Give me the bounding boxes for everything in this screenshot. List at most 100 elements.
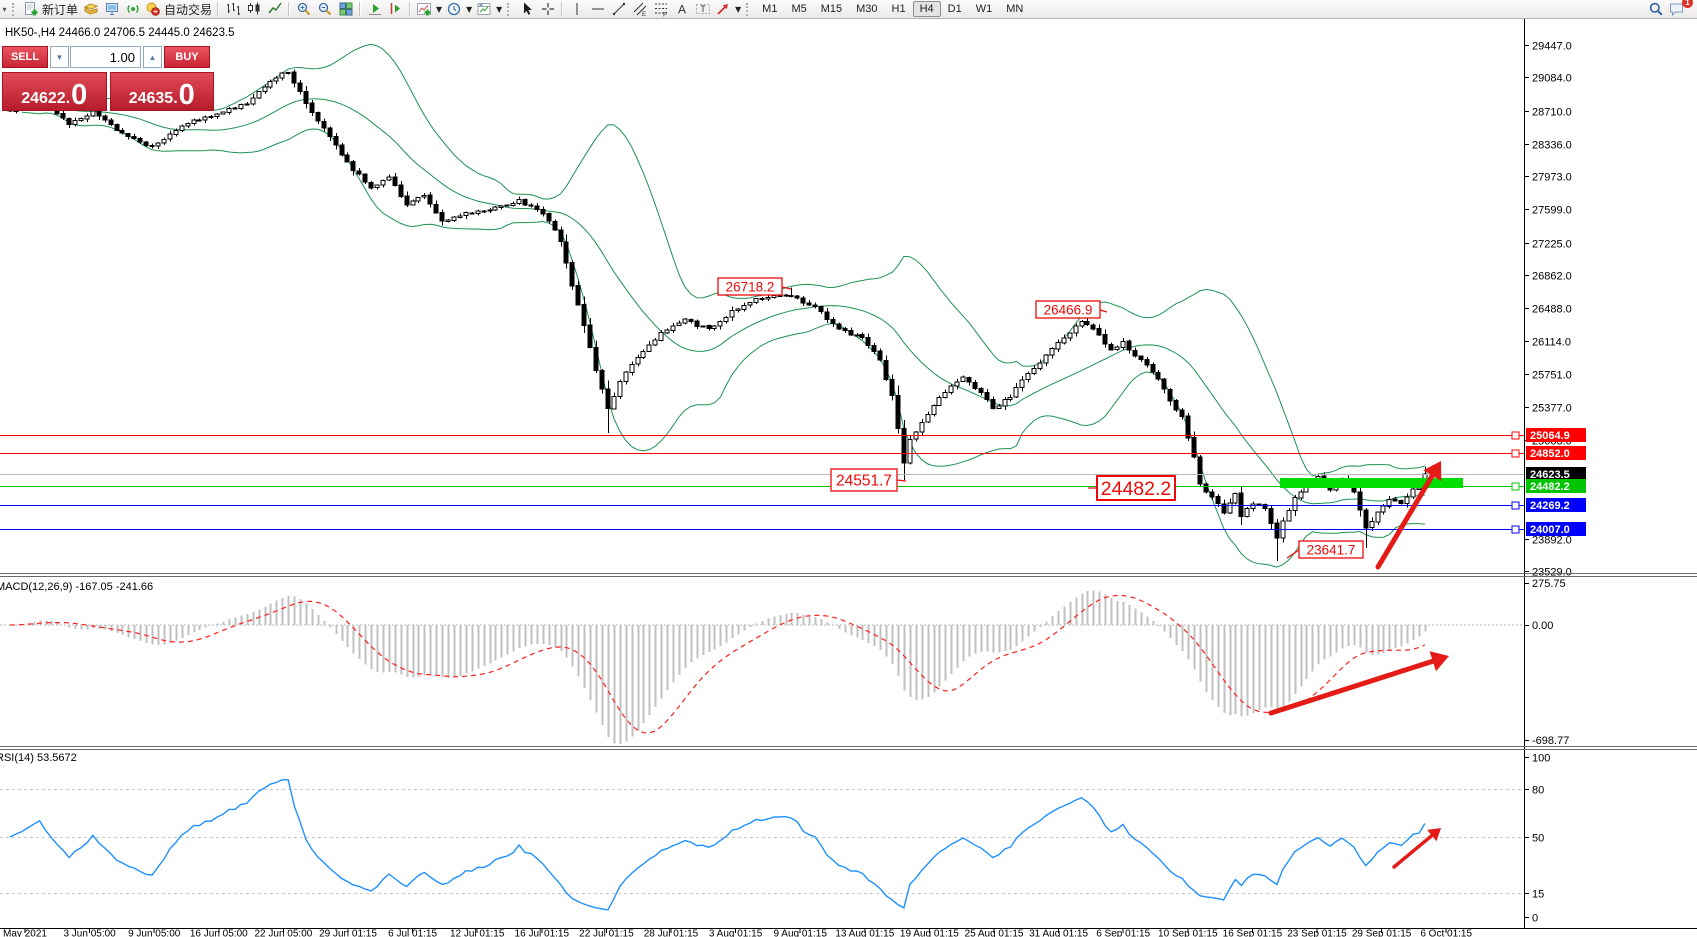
svg-text:F: F (663, 12, 667, 18)
bar-chart-button[interactable] (222, 0, 243, 18)
new-order-button[interactable]: 新订单 (21, 0, 80, 18)
tf-m5-button[interactable]: M5 (784, 1, 813, 17)
auto-scroll-button[interactable] (364, 0, 385, 18)
vertical-line-tool-button[interactable] (566, 0, 587, 18)
separator (288, 2, 291, 16)
zoom-in-icon (297, 2, 310, 16)
fibonacci-tool-button[interactable]: F (650, 0, 671, 18)
date-label: 6 Sep 01:15 (1096, 929, 1150, 937)
rsi-tick-label: 0 (1532, 913, 1538, 925)
notification-badge: 1 (1682, 0, 1693, 8)
macd-tick-label: 0.00 (1532, 620, 1553, 632)
rsi-tick-label: 15 (1532, 889, 1544, 901)
price-callout[interactable] (1035, 300, 1101, 319)
price-label-box (1526, 522, 1586, 536)
one-click-trading-panel: SELL ▼ ▲ BUY 24622.0 24635.0 (2, 46, 214, 111)
market-box-icon (83, 3, 98, 15)
templates-button[interactable]: ▾ (474, 0, 504, 18)
candlestick-chart-button[interactable] (243, 0, 264, 18)
line-anchor[interactable] (1511, 525, 1520, 534)
chevron-down-icon: ▾ (496, 2, 503, 16)
toolbar-drag-handle[interactable] (507, 2, 512, 16)
price-tick-label: 27599.0 (1532, 205, 1572, 217)
line-anchor[interactable] (1511, 501, 1520, 510)
line-anchor[interactable] (1511, 449, 1520, 458)
trendline-icon (612, 2, 625, 16)
tf-h4-button[interactable]: H4 (912, 1, 941, 17)
tf-h1-button[interactable]: H1 (885, 1, 913, 17)
zoom-in-button[interactable] (293, 0, 314, 18)
price-callout-text: 24551.7 (836, 473, 892, 490)
sell-price-display[interactable]: 24622. 0 (2, 72, 107, 111)
price-callout[interactable] (717, 277, 783, 296)
line-chart-button[interactable] (264, 0, 285, 18)
new-order-label: 新订单 (42, 2, 79, 17)
trend-arrow[interactable] (1392, 832, 1436, 869)
toolbar-drag-handle[interactable] (12, 2, 17, 16)
buy-button[interactable]: BUY (164, 46, 210, 68)
trend-arrow[interactable] (1268, 658, 1438, 716)
date-label: 23 Sep 01:15 (1287, 929, 1347, 937)
toolbar-drag-handle[interactable] (746, 2, 751, 16)
price-callout[interactable] (1096, 475, 1176, 501)
cursor-tool-button[interactable] (516, 0, 537, 18)
volume-increase-button[interactable]: ▲ (143, 46, 162, 68)
indicators-button[interactable]: ▾ (414, 0, 444, 18)
line-anchor[interactable] (1511, 482, 1520, 491)
date-label: 3 Jun 05:00 (63, 929, 116, 937)
autotrading-button[interactable]: 自动交易 (143, 0, 214, 18)
date-label: 3 Aug 01:15 (709, 929, 763, 937)
tf-w1-button[interactable]: W1 (969, 1, 1000, 17)
buy-price-display[interactable]: 24635. 0 (109, 72, 214, 111)
tf-m1-button[interactable]: M1 (755, 1, 784, 17)
date-label: 16 Jul 01:15 (515, 929, 570, 937)
bollinger-bands (21, 43, 1426, 568)
chevron-down-icon: ▾ (735, 2, 742, 16)
chart-shift-button[interactable] (385, 0, 406, 18)
crosshair-tool-button[interactable] (537, 0, 558, 18)
trend-arrow-head (1427, 828, 1441, 842)
rsi-tick-label: 100 (1532, 753, 1550, 765)
price-tick-label: 28710.0 (1532, 107, 1572, 119)
volume-decrease-button[interactable]: ▼ (50, 46, 69, 68)
zoom-out-button[interactable] (314, 0, 335, 18)
trend-arrow[interactable] (1375, 471, 1436, 570)
macd-signal-line (9, 594, 1426, 734)
channel-tool-button[interactable]: E (629, 0, 650, 18)
text-label-tool-button[interactable]: T (692, 0, 713, 18)
sell-button[interactable]: SELL (2, 46, 48, 68)
signal-icon (126, 5, 139, 13)
text-tool-button[interactable]: A (671, 0, 692, 18)
highlight-zone[interactable] (1280, 478, 1463, 488)
line-anchor[interactable] (1511, 431, 1520, 440)
arrow-shape-icon (717, 4, 729, 15)
volume-input[interactable] (70, 46, 141, 68)
price-callout[interactable] (1298, 540, 1364, 559)
search-button[interactable] (1645, 0, 1666, 18)
signals-button[interactable] (122, 0, 143, 18)
tile-windows-button[interactable] (335, 0, 356, 18)
tf-m15-button[interactable]: M15 (814, 1, 849, 17)
horizontal-line-tool-button[interactable] (587, 0, 608, 18)
clock-icon (447, 2, 461, 16)
periods-button[interactable]: ▾ (444, 0, 474, 18)
toolbar-overflow-fragment[interactable]: ▾ (2, 4, 7, 14)
price-callout[interactable] (830, 468, 898, 492)
trendline-tool-button[interactable] (608, 0, 629, 18)
market-watch-button[interactable] (80, 0, 101, 18)
separator (409, 2, 412, 16)
tf-m30-button[interactable]: M30 (849, 1, 884, 17)
tf-d1-button[interactable]: D1 (941, 1, 969, 17)
date-label: 6 Jul 01:15 (388, 929, 437, 937)
price-tick-label: 25751.0 (1532, 370, 1572, 382)
price-tick-label: 29084.0 (1532, 73, 1572, 85)
crosshair-icon (541, 3, 554, 15)
date-label: 28 Jul 01:15 (644, 929, 699, 937)
svg-text:T: T (700, 4, 706, 14)
price-callout-text: 23641.7 (1307, 542, 1356, 557)
arrows-tool-button[interactable]: ▾ (713, 0, 743, 18)
chart-title: HK50-,H4 24466.0 24706.5 24445.0 24623.5 (5, 27, 235, 39)
terminal-button[interactable] (101, 0, 122, 18)
tf-mn-button[interactable]: MN (999, 1, 1030, 17)
